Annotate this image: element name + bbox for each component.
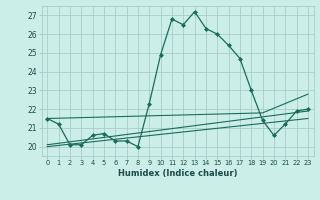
X-axis label: Humidex (Indice chaleur): Humidex (Indice chaleur): [118, 169, 237, 178]
